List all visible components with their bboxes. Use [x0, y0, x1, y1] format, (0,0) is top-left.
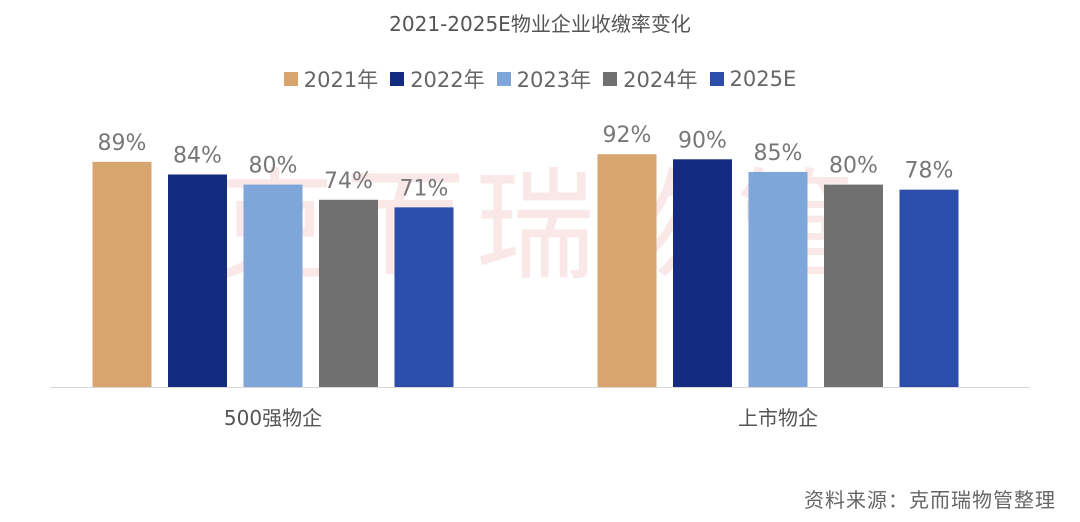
- legend-swatch: [603, 72, 618, 86]
- legend-swatch: [283, 72, 298, 86]
- legend: 2021年 2022年 2023年 2024年 2025E: [0, 64, 1080, 94]
- data-label: 89%: [98, 131, 147, 156]
- bar: [673, 159, 732, 387]
- legend-swatch: [709, 72, 724, 86]
- data-label: 92%: [603, 123, 652, 148]
- chart-title: 2021-2025E物业企业收缴率变化: [389, 12, 691, 36]
- data-label: 84%: [173, 143, 222, 168]
- bar: [243, 184, 303, 387]
- bar: [92, 161, 152, 387]
- category-label: 上市物企: [738, 406, 818, 430]
- bar: [597, 154, 657, 387]
- data-label: 71%: [400, 176, 449, 201]
- bar: [319, 199, 378, 387]
- legend-label: 2023年: [516, 68, 592, 92]
- legend-item: 2025E: [709, 64, 797, 94]
- legend-label: 2021年: [303, 68, 379, 92]
- data-label: 90%: [678, 128, 727, 153]
- legend-item: 2024年: [603, 64, 698, 94]
- bar: [168, 174, 227, 387]
- legend-item: 2023年: [496, 64, 592, 94]
- category-label: 500强物企: [224, 406, 322, 430]
- legend-item: 2022年: [390, 64, 485, 94]
- legend-label: 2022年: [410, 68, 485, 92]
- data-label: 78%: [905, 159, 954, 184]
- data-label: 80%: [829, 154, 878, 179]
- source-note: 资料来源：克而瑞物管整理: [804, 488, 1056, 512]
- legend-swatch: [390, 72, 405, 86]
- data-label: 74%: [324, 169, 373, 194]
- bar: [394, 207, 454, 387]
- bar: [824, 184, 883, 387]
- data-label: 80%: [249, 154, 298, 179]
- legend-label: 2025E: [729, 67, 797, 91]
- data-label: 85%: [754, 141, 803, 166]
- legend-item: 2021年: [283, 64, 379, 94]
- legend-swatch: [496, 72, 511, 86]
- bar: [748, 171, 808, 387]
- legend-label: 2024年: [623, 68, 698, 92]
- bar: [899, 189, 959, 387]
